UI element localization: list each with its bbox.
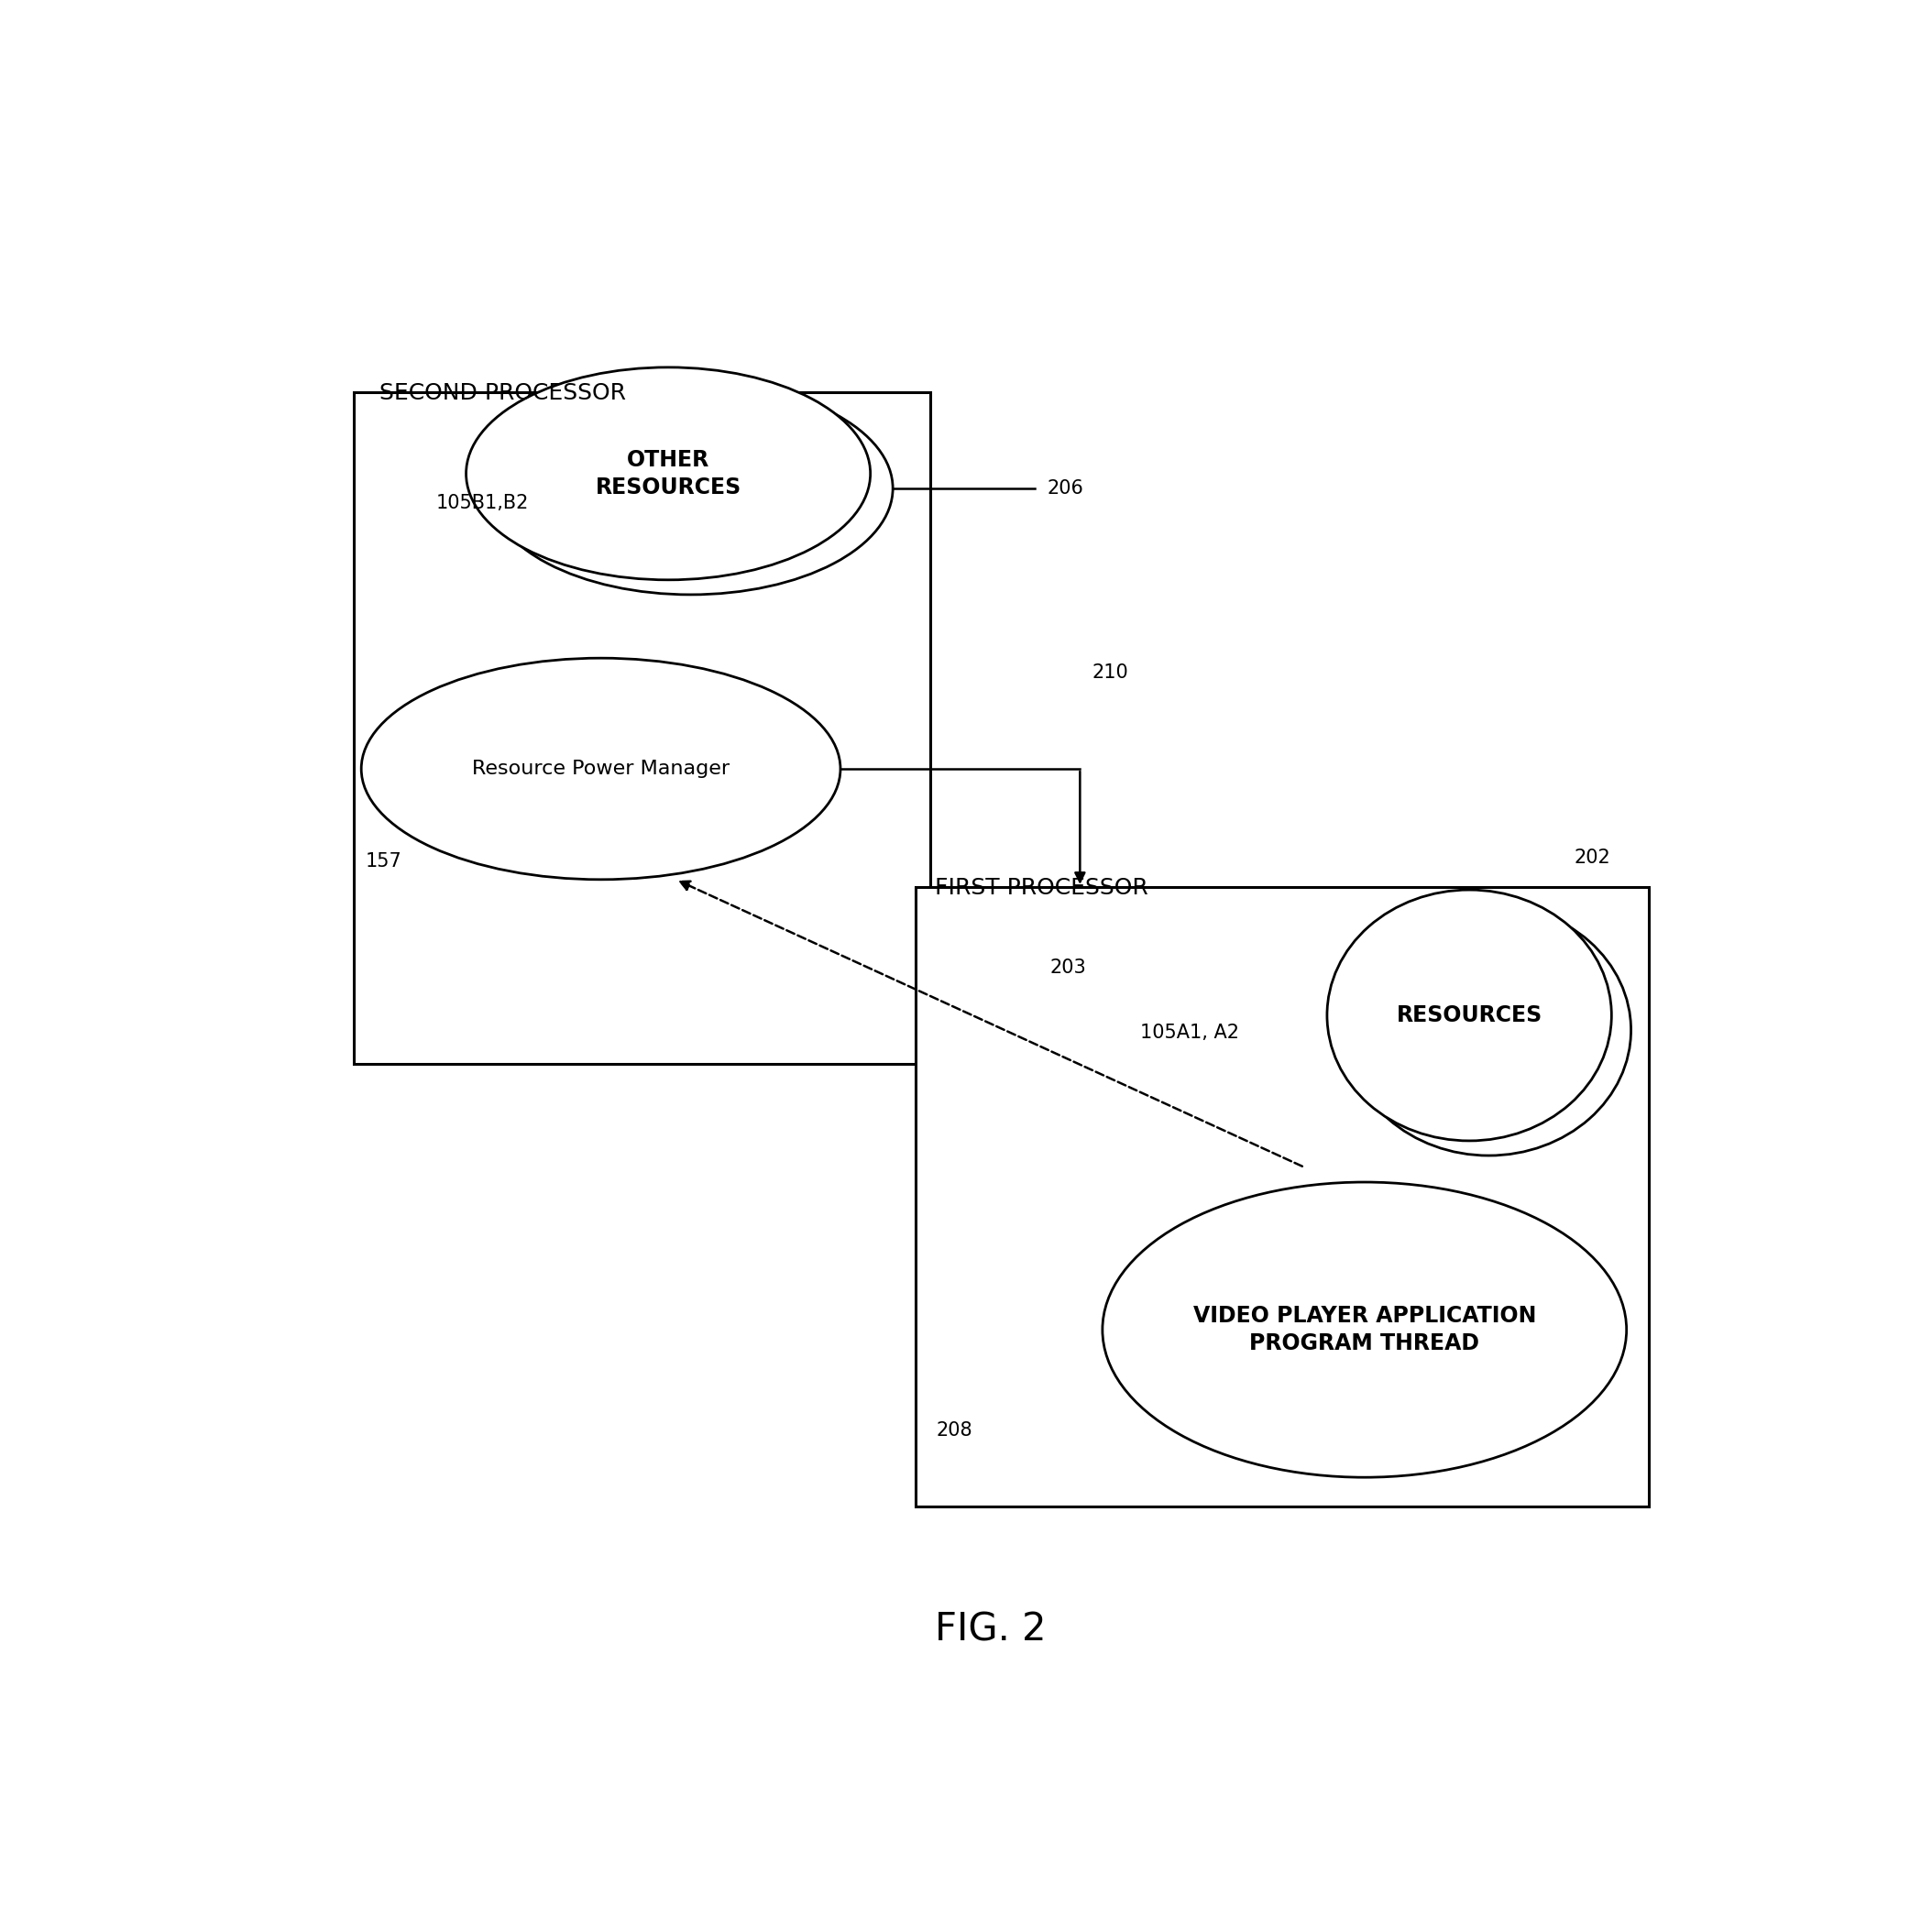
Ellipse shape (1327, 889, 1611, 1141)
Ellipse shape (1347, 905, 1631, 1156)
Ellipse shape (466, 368, 869, 579)
Text: 210: 210 (1092, 663, 1128, 682)
Text: 208: 208 (937, 1420, 972, 1440)
Text: 206: 206 (1047, 479, 1084, 498)
Text: FIG. 2: FIG. 2 (935, 1610, 1045, 1649)
Text: OTHER
RESOURCES: OTHER RESOURCES (595, 449, 742, 498)
Text: VIDEO PLAYER APPLICATION
PROGRAM THREAD: VIDEO PLAYER APPLICATION PROGRAM THREAD (1192, 1305, 1536, 1353)
Text: Resource Power Manager: Resource Power Manager (471, 759, 730, 778)
Text: 157: 157 (365, 853, 402, 870)
Text: 105A1, A2: 105A1, A2 (1140, 1024, 1238, 1043)
Text: 202: 202 (1575, 847, 1611, 866)
Text: SECOND PROCESSOR: SECOND PROCESSOR (379, 381, 626, 404)
Ellipse shape (489, 381, 893, 594)
Bar (916, 888, 1648, 1507)
Ellipse shape (361, 658, 840, 880)
Bar (354, 393, 931, 1064)
Ellipse shape (1103, 1183, 1627, 1478)
Text: 203: 203 (1051, 958, 1086, 978)
Text: RESOURCES: RESOURCES (1397, 1005, 1542, 1026)
Text: FIRST PROCESSOR: FIRST PROCESSOR (935, 876, 1148, 899)
Text: 105B1,B2: 105B1,B2 (437, 495, 529, 512)
